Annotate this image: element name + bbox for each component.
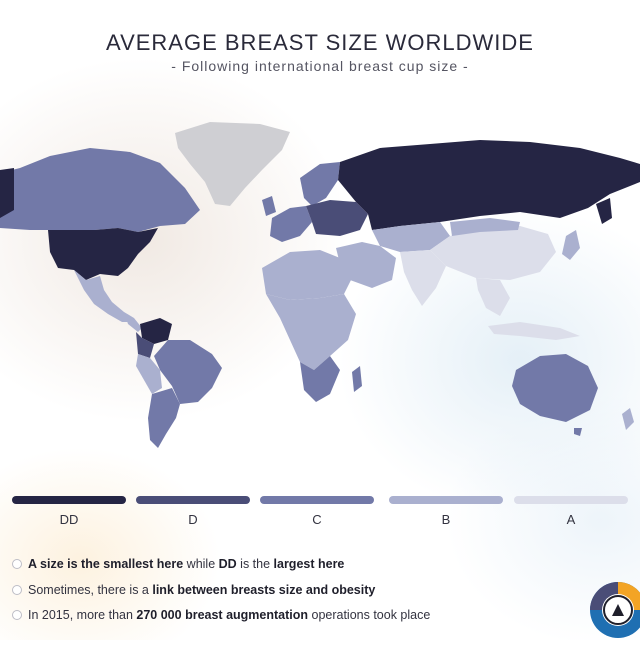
note-text: Sometimes, there is a link between breas… (28, 583, 375, 597)
bullet-icon (12, 559, 22, 569)
note-part: Sometimes, there is a (28, 583, 153, 597)
legend-swatch-a (514, 496, 628, 504)
region-mexico (74, 270, 132, 322)
note-augmentation: In 2015, more than 270 000 breast augmen… (12, 608, 430, 622)
region-madagascar (352, 366, 362, 392)
region-canada (0, 148, 200, 232)
region-europe-central (306, 200, 368, 236)
region-japan (562, 230, 580, 260)
region-colombia (136, 332, 154, 358)
note-part: 270 000 (136, 608, 182, 622)
world-map (0, 122, 640, 448)
bullet-icon (12, 585, 22, 595)
region-central-america (124, 312, 142, 332)
note-part: operations took place (308, 608, 431, 622)
region-alaska (0, 168, 14, 218)
note-part: DD (218, 557, 237, 571)
bullet-icon (12, 610, 22, 620)
region-tasmania (574, 428, 582, 436)
note-part: breast augmentation (185, 608, 309, 622)
legend-label-b: B (441, 512, 451, 527)
legend-label-dd: DD (59, 512, 79, 527)
region-india (400, 250, 446, 306)
region-africa-south (300, 356, 340, 402)
region-china (430, 226, 556, 280)
region-greenland (175, 122, 290, 206)
note-part: while (183, 557, 219, 571)
note-part: In 2015, more than (28, 608, 137, 622)
legend-swatch-d (136, 496, 250, 504)
region-new-zealand (622, 408, 634, 430)
region-mongolia (450, 218, 520, 236)
note-text: A size is the smallest here while DD is … (28, 557, 344, 571)
region-argentina (148, 388, 180, 448)
region-usa (48, 228, 158, 280)
region-central-asia (372, 222, 450, 252)
compass-logo-icon (590, 582, 640, 638)
region-africa-central (266, 294, 356, 370)
region-south-america-west (136, 354, 162, 394)
note-size-range: A size is the smallest here while DD is … (12, 557, 344, 571)
region-brazil (154, 340, 222, 404)
region-russia (338, 140, 640, 230)
region-southeast-asia (476, 278, 510, 316)
legend-swatch-b (389, 496, 503, 504)
legend-label-d: D (188, 512, 198, 527)
page-title: AVERAGE BREAST SIZE WORLDWIDE (106, 30, 534, 55)
region-venezuela (140, 318, 172, 344)
region-scandinavia (300, 162, 340, 206)
region-russia-east (596, 198, 612, 224)
region-europe-west (270, 206, 312, 242)
region-uk (262, 196, 276, 216)
region-australia (512, 354, 598, 422)
note-obesity-link: Sometimes, there is a link between breas… (12, 583, 375, 597)
note-part: link between breasts size and obesity (152, 583, 376, 597)
page-subtitle: - Following international breast cup siz… (171, 58, 469, 74)
region-africa-north (262, 250, 352, 300)
note-part: largest here (273, 557, 345, 571)
region-indonesia (488, 322, 580, 340)
note-text: In 2015, more than 270 000 breast augmen… (28, 608, 430, 622)
legend-swatch-c (260, 496, 374, 504)
note-part: A size is the (28, 557, 104, 571)
legend-label-c: C (312, 512, 322, 527)
legend-swatch-dd (12, 496, 126, 504)
note-part: is the (236, 557, 274, 571)
legend-label-a: A (566, 512, 576, 527)
note-part: smallest here (103, 557, 184, 571)
